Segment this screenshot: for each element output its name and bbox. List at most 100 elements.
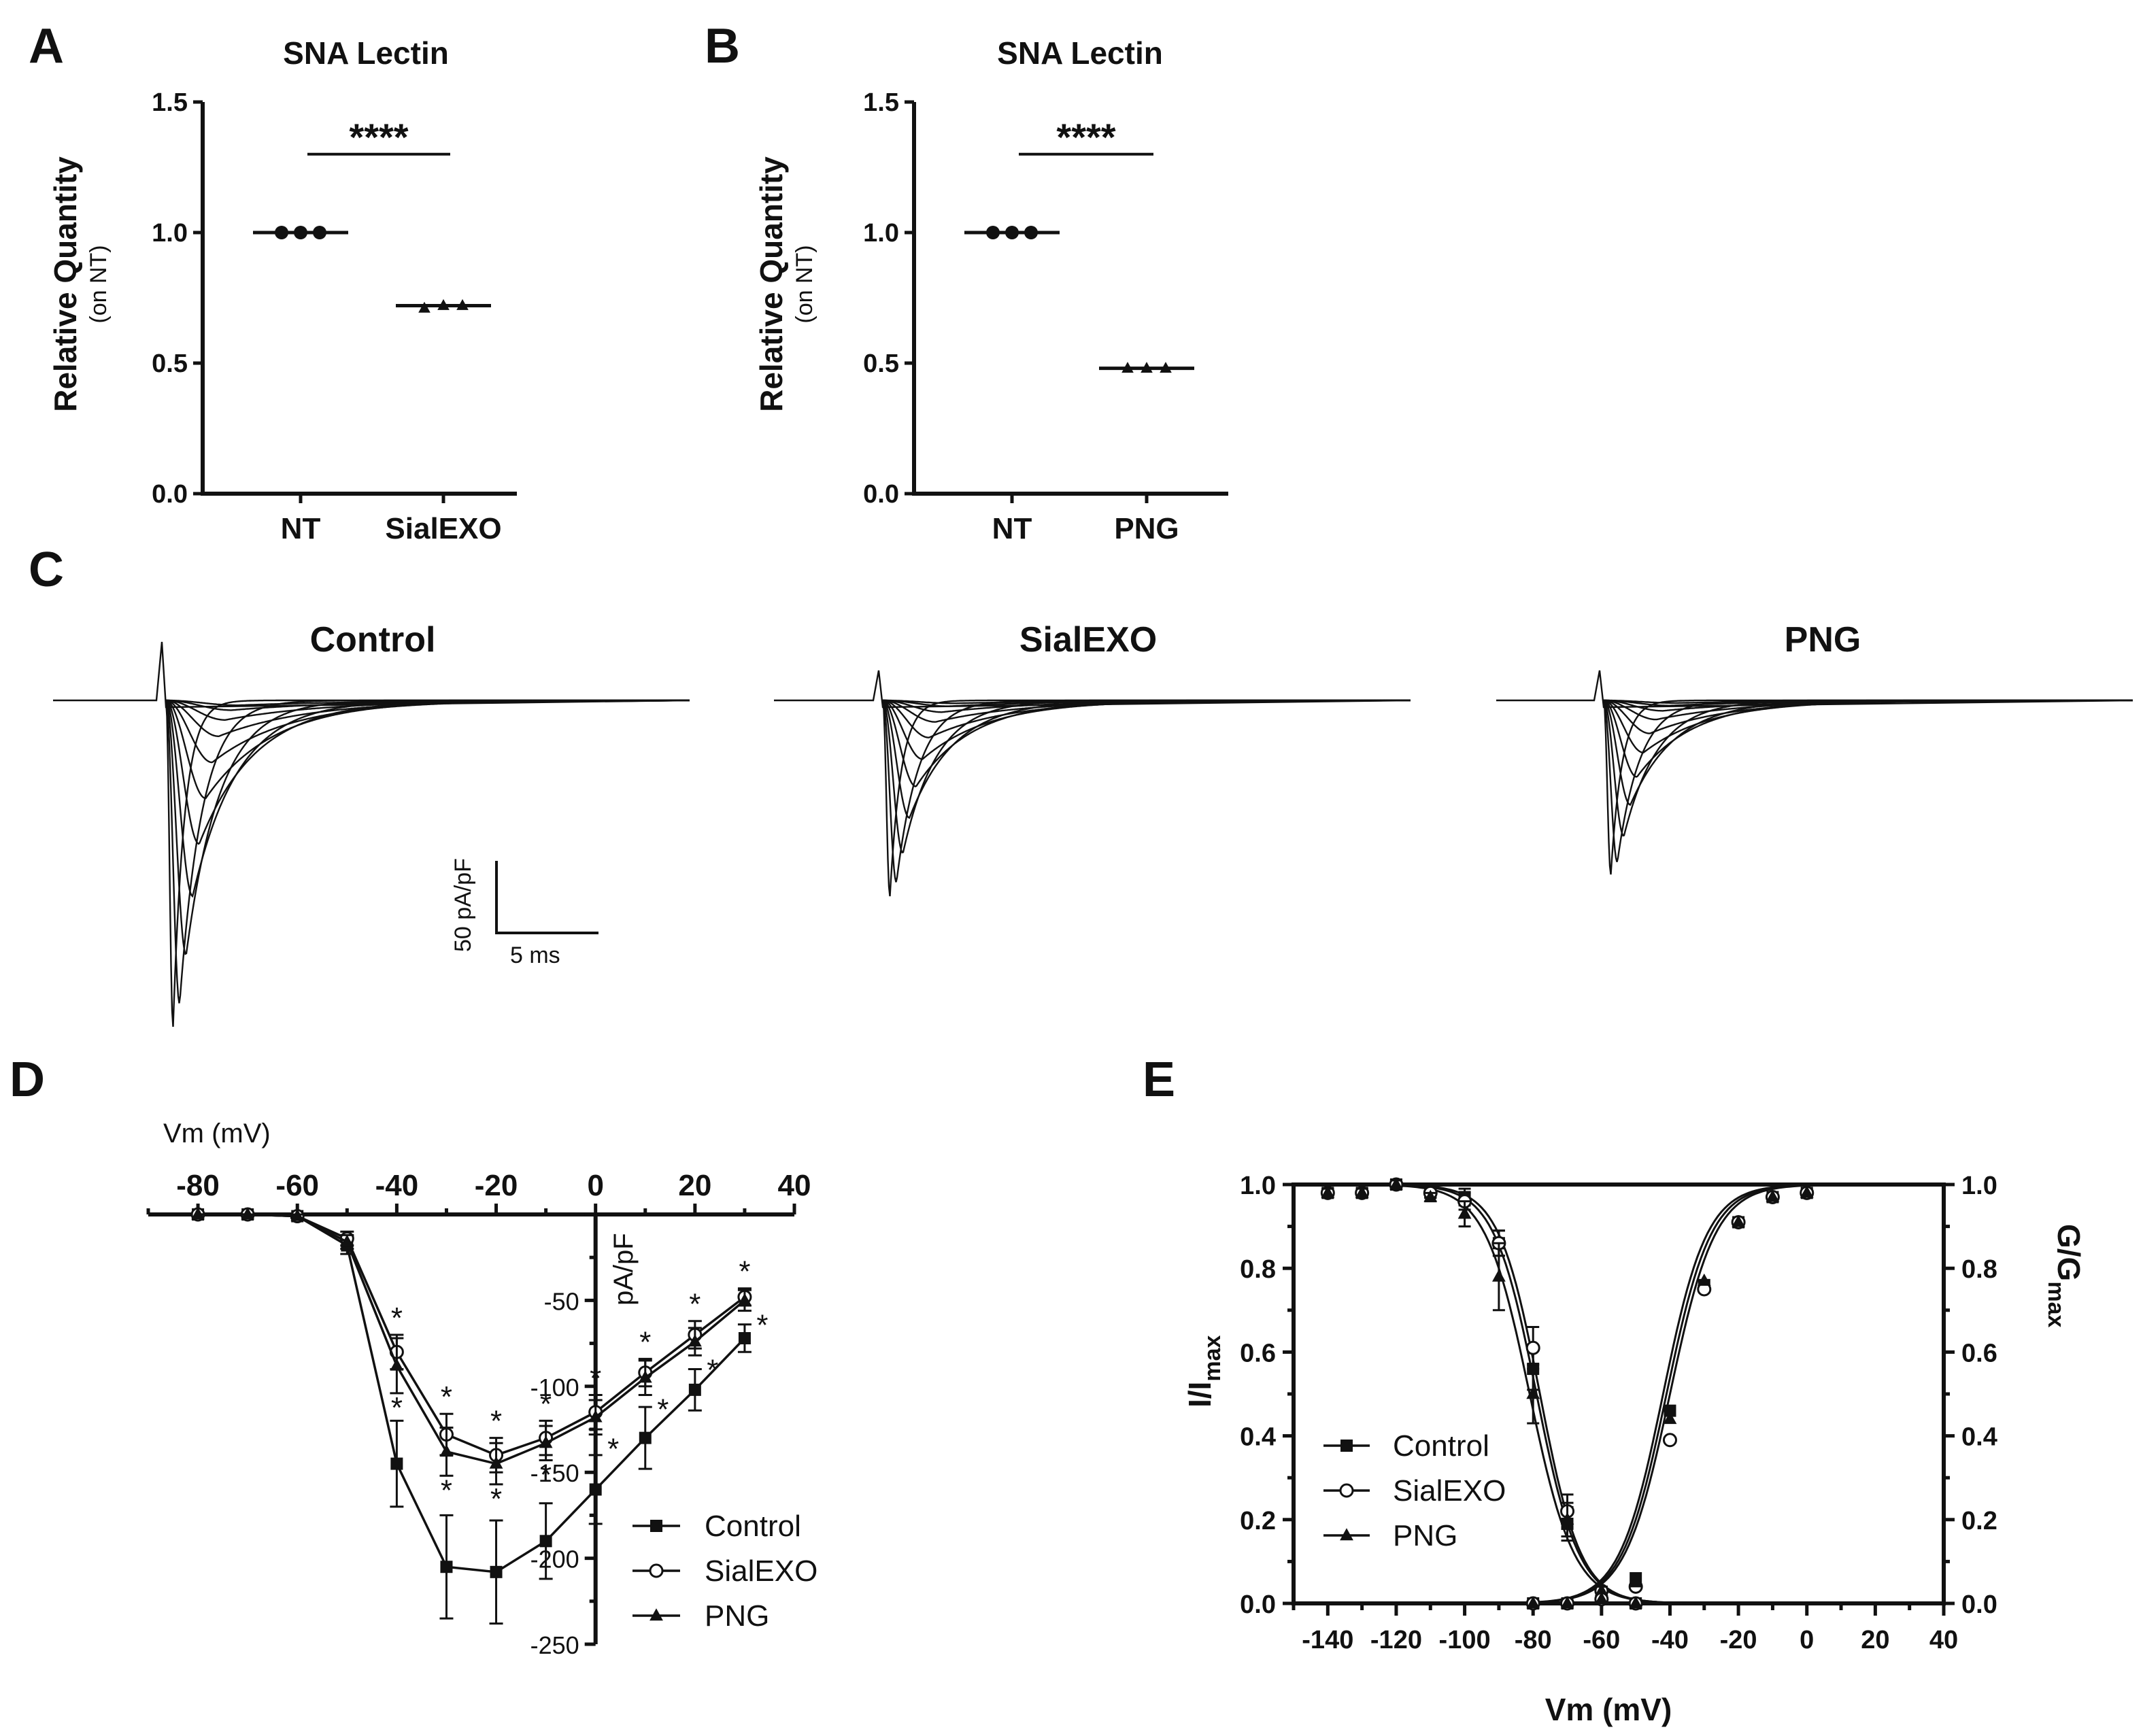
- current-trace: [1603, 699, 2133, 778]
- iv-star-png: *: [540, 1459, 552, 1492]
- inactivation-point-png: [1560, 1512, 1574, 1525]
- iv-star-sialexo: *: [441, 1380, 452, 1414]
- iv-point-png: [489, 1456, 503, 1469]
- activation-point-png: [1526, 1596, 1540, 1609]
- activation-point-png: [1594, 1592, 1608, 1605]
- iv-star-png: *: [391, 1391, 403, 1425]
- panel-b-point: [1121, 362, 1134, 373]
- activation-point-png: [1800, 1185, 1814, 1198]
- panel-e-xtick-label: 40: [1929, 1626, 1958, 1654]
- panel-d-xlabel: Vm (mV): [163, 1119, 271, 1148]
- panel-e-ytick-right-label: 0.2: [1961, 1507, 1997, 1535]
- panel-b-ylabel: Relative Quantity: [754, 156, 789, 412]
- inactivation-point-png: [1491, 1269, 1506, 1282]
- iv-star-png: *: [657, 1393, 669, 1426]
- panel-e-ytick-right-label: 0.6: [1961, 1339, 1997, 1367]
- current-trace: [166, 699, 690, 721]
- panel-a-axes: 0.0 0.5 1.0 1.5 NT SialEXO ****: [152, 88, 517, 545]
- panel-a-point: [437, 299, 450, 310]
- legend-marker-control: [650, 1520, 662, 1532]
- panel-e-xtick-label: -100: [1439, 1626, 1491, 1654]
- iv-line-png: [198, 1213, 746, 1465]
- panel-a-category-label: NT: [281, 512, 321, 545]
- panel-letter-c: C: [29, 543, 64, 597]
- current-trace: [883, 699, 1411, 704]
- panel-c: Control SialEXO PNG 50 pA/pF 5 ms: [53, 620, 2133, 1027]
- panel-e-ytick-right-label: 1.0: [1961, 1172, 1997, 1200]
- panel-d-xtick-label: -20: [475, 1169, 518, 1202]
- iv-point-png: [390, 1358, 404, 1371]
- panel-e-ytick-left-label: 0.2: [1240, 1507, 1276, 1535]
- current-trace: [1603, 699, 2133, 837]
- panel-e-xtick-label: -120: [1370, 1626, 1422, 1654]
- inactivation-fit-curve: [1294, 1183, 1807, 1605]
- inactivation-point-png: [1526, 1386, 1540, 1399]
- panel-b-point: [1024, 226, 1038, 239]
- activation-point-png: [1766, 1189, 1780, 1202]
- current-trace: [882, 699, 1411, 760]
- panel-letter-d: D: [10, 1053, 45, 1107]
- iv-star-png: *: [707, 1353, 718, 1386]
- panel-a-significance-label: ****: [349, 116, 408, 158]
- iv-point-png: [539, 1435, 553, 1448]
- scale-bar-x-label: 5 ms: [510, 942, 560, 968]
- current-trace: [1604, 699, 2133, 704]
- panel-e-frame: [1292, 1182, 1946, 1605]
- iv-point-png: [241, 1207, 255, 1220]
- panel-e-legend-label-sialexo: SialEXO: [1393, 1474, 1506, 1508]
- panel-d-ylabel: pA/pF: [609, 1233, 639, 1306]
- panel-e-xtick-label: -20: [1720, 1626, 1757, 1654]
- panel-a-category-label: SialEXO: [385, 512, 501, 545]
- panel-b-category-label: NT: [992, 512, 1032, 545]
- current-trace: [882, 699, 1411, 854]
- panel-b-ylabel-sub: (on NT): [792, 245, 817, 323]
- legend-label-png: PNG: [705, 1599, 769, 1633]
- trace-title-sialexo: SialEXO: [1019, 620, 1157, 660]
- panel-letter-a: A: [29, 19, 64, 73]
- iv-star-sialexo: *: [590, 1361, 601, 1395]
- panel-b-ytick-label: 1.0: [863, 219, 899, 248]
- panel-d-ytick-label: -200: [530, 1546, 579, 1573]
- panel-a-point: [313, 226, 326, 239]
- trace-title-png: PNG: [1785, 620, 1861, 660]
- panel-d-ytick-label: -250: [530, 1631, 579, 1659]
- iv-point-control: [539, 1535, 552, 1548]
- current-trace: [1603, 699, 2133, 806]
- panel-a: SNA Lectin Relative Quantity (on NT) 0.0…: [48, 35, 517, 545]
- iv-star-sialexo: *: [739, 1255, 750, 1289]
- trace-title-control: Control: [310, 620, 436, 660]
- panel-a-ytick-label: 1.5: [152, 88, 188, 117]
- iv-star-sialexo: *: [490, 1405, 502, 1438]
- iv-star-png: *: [607, 1433, 619, 1466]
- iv-point-png: [290, 1208, 305, 1221]
- panel-e-ytick-left-label: 0.4: [1240, 1423, 1276, 1452]
- iv-point-png: [738, 1293, 752, 1306]
- panel-e-xtick-label: -140: [1302, 1626, 1353, 1654]
- panel-e-legend-marker-sialexo: [1339, 1483, 1354, 1498]
- panel-b-axis-lines: [912, 102, 1228, 496]
- iv-point-control: [589, 1483, 602, 1496]
- panel-e-ytick-left-label: 0.6: [1240, 1339, 1276, 1367]
- panel-e: I/Imax G/Gmax Vm (mV) -140 -120 -100 -80 -60…: [1182, 1172, 2087, 1727]
- panel-e-ytick-right-label: 0.0: [1961, 1590, 1997, 1619]
- panel-e-legend-marker-png: [1340, 1528, 1353, 1541]
- activation-point-png: [1732, 1214, 1746, 1227]
- scale-bar-y-label: 50 pA/pF: [450, 858, 476, 952]
- inactivation-point-png: [1355, 1185, 1369, 1198]
- iv-point-control: [639, 1431, 652, 1444]
- iv-star-sialexo: *: [639, 1325, 651, 1359]
- panel-d-xtick-label: 40: [778, 1169, 811, 1202]
- iv-point-control: [390, 1457, 403, 1470]
- panel-e-ylabel: I/Imax: [1182, 1335, 1226, 1408]
- panel-d-ytick-label: -100: [530, 1374, 579, 1401]
- iv-star-png: *: [756, 1309, 768, 1342]
- inactivation-fit-curve: [1294, 1183, 1807, 1605]
- panel-b-point: [1005, 226, 1019, 239]
- panel-b-ytick-label: 1.5: [863, 88, 899, 117]
- iv-point-control: [738, 1332, 751, 1345]
- panel-a-point: [456, 299, 469, 310]
- activation-fit-curve: [1294, 1184, 1807, 1605]
- panel-a-point: [418, 301, 431, 313]
- iv-point-png: [688, 1334, 702, 1347]
